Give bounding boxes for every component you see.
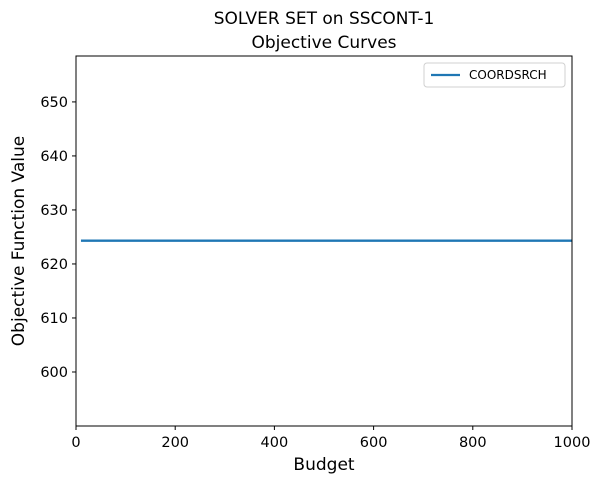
y-axis: 600 610 620 630 640 650 [40,95,76,381]
chart-title-line-1: SOLVER SET on SSCONT-1 [214,9,435,29]
y-tick-label: 600 [40,365,68,381]
legend: COORDSRCH [423,62,566,88]
x-tick-label: 1000 [554,435,591,451]
plot-frame [75,55,573,427]
y-tick-label: 620 [40,257,68,273]
x-tick-label: 800 [459,435,487,451]
x-tick-label: 400 [261,435,289,451]
x-tick-label: 600 [360,435,388,451]
y-tick-label: 610 [40,311,68,327]
y-tick-label: 650 [40,95,68,111]
x-tick-label: 200 [161,435,189,451]
y-tick-label: 640 [40,149,68,165]
x-tick-label: 0 [71,435,80,451]
legend-label: COORDSRCH [469,68,547,82]
legend-box [423,62,566,88]
y-axis-label: Objective Function Value [9,136,29,346]
x-axis: 0 200 400 600 800 1000 [71,426,590,451]
x-axis-label: Budget [293,455,354,475]
y-tick-label: 630 [40,203,68,219]
chart-title-line-2: Objective Curves [251,33,396,53]
